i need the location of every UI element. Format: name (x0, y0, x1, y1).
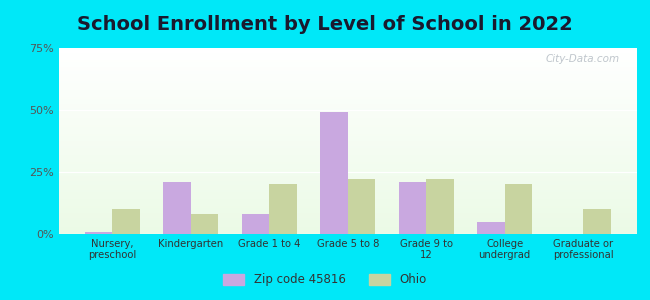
Bar (269, 184, 297, 234)
Text: City-Data.com: City-Data.com (545, 54, 619, 64)
Bar (58, 153, 637, 155)
Bar (58, 94, 637, 97)
Bar (58, 99, 637, 101)
Bar (58, 143, 637, 146)
Bar (58, 141, 637, 143)
Bar (58, 92, 637, 94)
Bar (58, 139, 637, 141)
Bar (58, 50, 637, 53)
Bar (58, 192, 637, 194)
Bar (58, 155, 637, 157)
Bar (58, 160, 637, 162)
Bar (58, 171, 637, 173)
Bar (58, 122, 637, 125)
Bar (58, 55, 637, 57)
Bar (398, 182, 426, 234)
Bar (58, 218, 637, 220)
Bar (58, 67, 637, 69)
Bar (58, 48, 637, 50)
Bar (58, 206, 637, 208)
Bar (58, 150, 637, 153)
Bar (58, 176, 637, 178)
Bar (58, 202, 637, 204)
Bar (58, 208, 637, 211)
Bar (58, 167, 637, 169)
Bar (58, 204, 637, 206)
Bar (58, 162, 637, 164)
Legend: Zip code 45816, Ohio: Zip code 45816, Ohio (218, 269, 432, 291)
Bar (58, 173, 637, 176)
Bar (426, 179, 454, 234)
Bar (58, 57, 637, 60)
Bar (58, 197, 637, 199)
Bar (242, 214, 269, 234)
Bar (58, 64, 637, 67)
Bar (58, 74, 637, 76)
Bar (58, 120, 637, 122)
Bar (58, 211, 637, 213)
Bar (58, 118, 637, 120)
Bar (58, 134, 637, 136)
Bar (58, 53, 637, 55)
Bar (58, 80, 637, 83)
Bar (58, 116, 637, 118)
Bar (58, 183, 637, 185)
Bar (58, 199, 637, 202)
Bar (112, 209, 140, 234)
Bar (58, 125, 637, 127)
Bar (58, 188, 637, 190)
Bar (58, 104, 637, 106)
Bar (58, 60, 637, 62)
Bar (58, 181, 637, 183)
Bar (58, 132, 637, 134)
Bar (58, 157, 637, 160)
Bar (58, 97, 637, 99)
Bar (58, 88, 637, 90)
Bar (190, 214, 218, 234)
Bar (477, 222, 505, 234)
Bar (58, 146, 637, 148)
Bar (58, 106, 637, 108)
Bar (58, 229, 637, 232)
Bar (58, 215, 637, 218)
Bar (58, 220, 637, 222)
Text: School Enrollment by Level of School in 2022: School Enrollment by Level of School in … (77, 15, 573, 34)
Bar (58, 83, 637, 85)
Bar (84, 232, 112, 234)
Bar (58, 90, 637, 92)
Bar (58, 111, 637, 113)
Bar (58, 148, 637, 150)
Bar (58, 213, 637, 215)
Bar (58, 185, 637, 188)
Bar (58, 71, 637, 74)
Bar (58, 62, 637, 64)
Bar (58, 194, 637, 197)
Bar (58, 69, 637, 71)
Bar (58, 136, 637, 139)
Bar (58, 164, 637, 166)
Bar (58, 227, 637, 229)
Bar (58, 101, 637, 104)
Bar (58, 85, 637, 88)
Bar (58, 178, 637, 181)
Bar (58, 113, 637, 116)
Bar (348, 179, 375, 234)
Bar (320, 112, 348, 234)
Bar (58, 78, 637, 80)
Bar (58, 225, 637, 227)
Bar (58, 169, 637, 171)
Bar (58, 129, 637, 132)
Bar (58, 76, 637, 78)
Bar (58, 232, 637, 234)
Bar (163, 182, 190, 234)
Bar (583, 209, 611, 234)
Bar (58, 222, 637, 225)
Bar (505, 184, 532, 234)
Bar (58, 127, 637, 129)
Bar (58, 109, 637, 111)
Bar (58, 190, 637, 192)
